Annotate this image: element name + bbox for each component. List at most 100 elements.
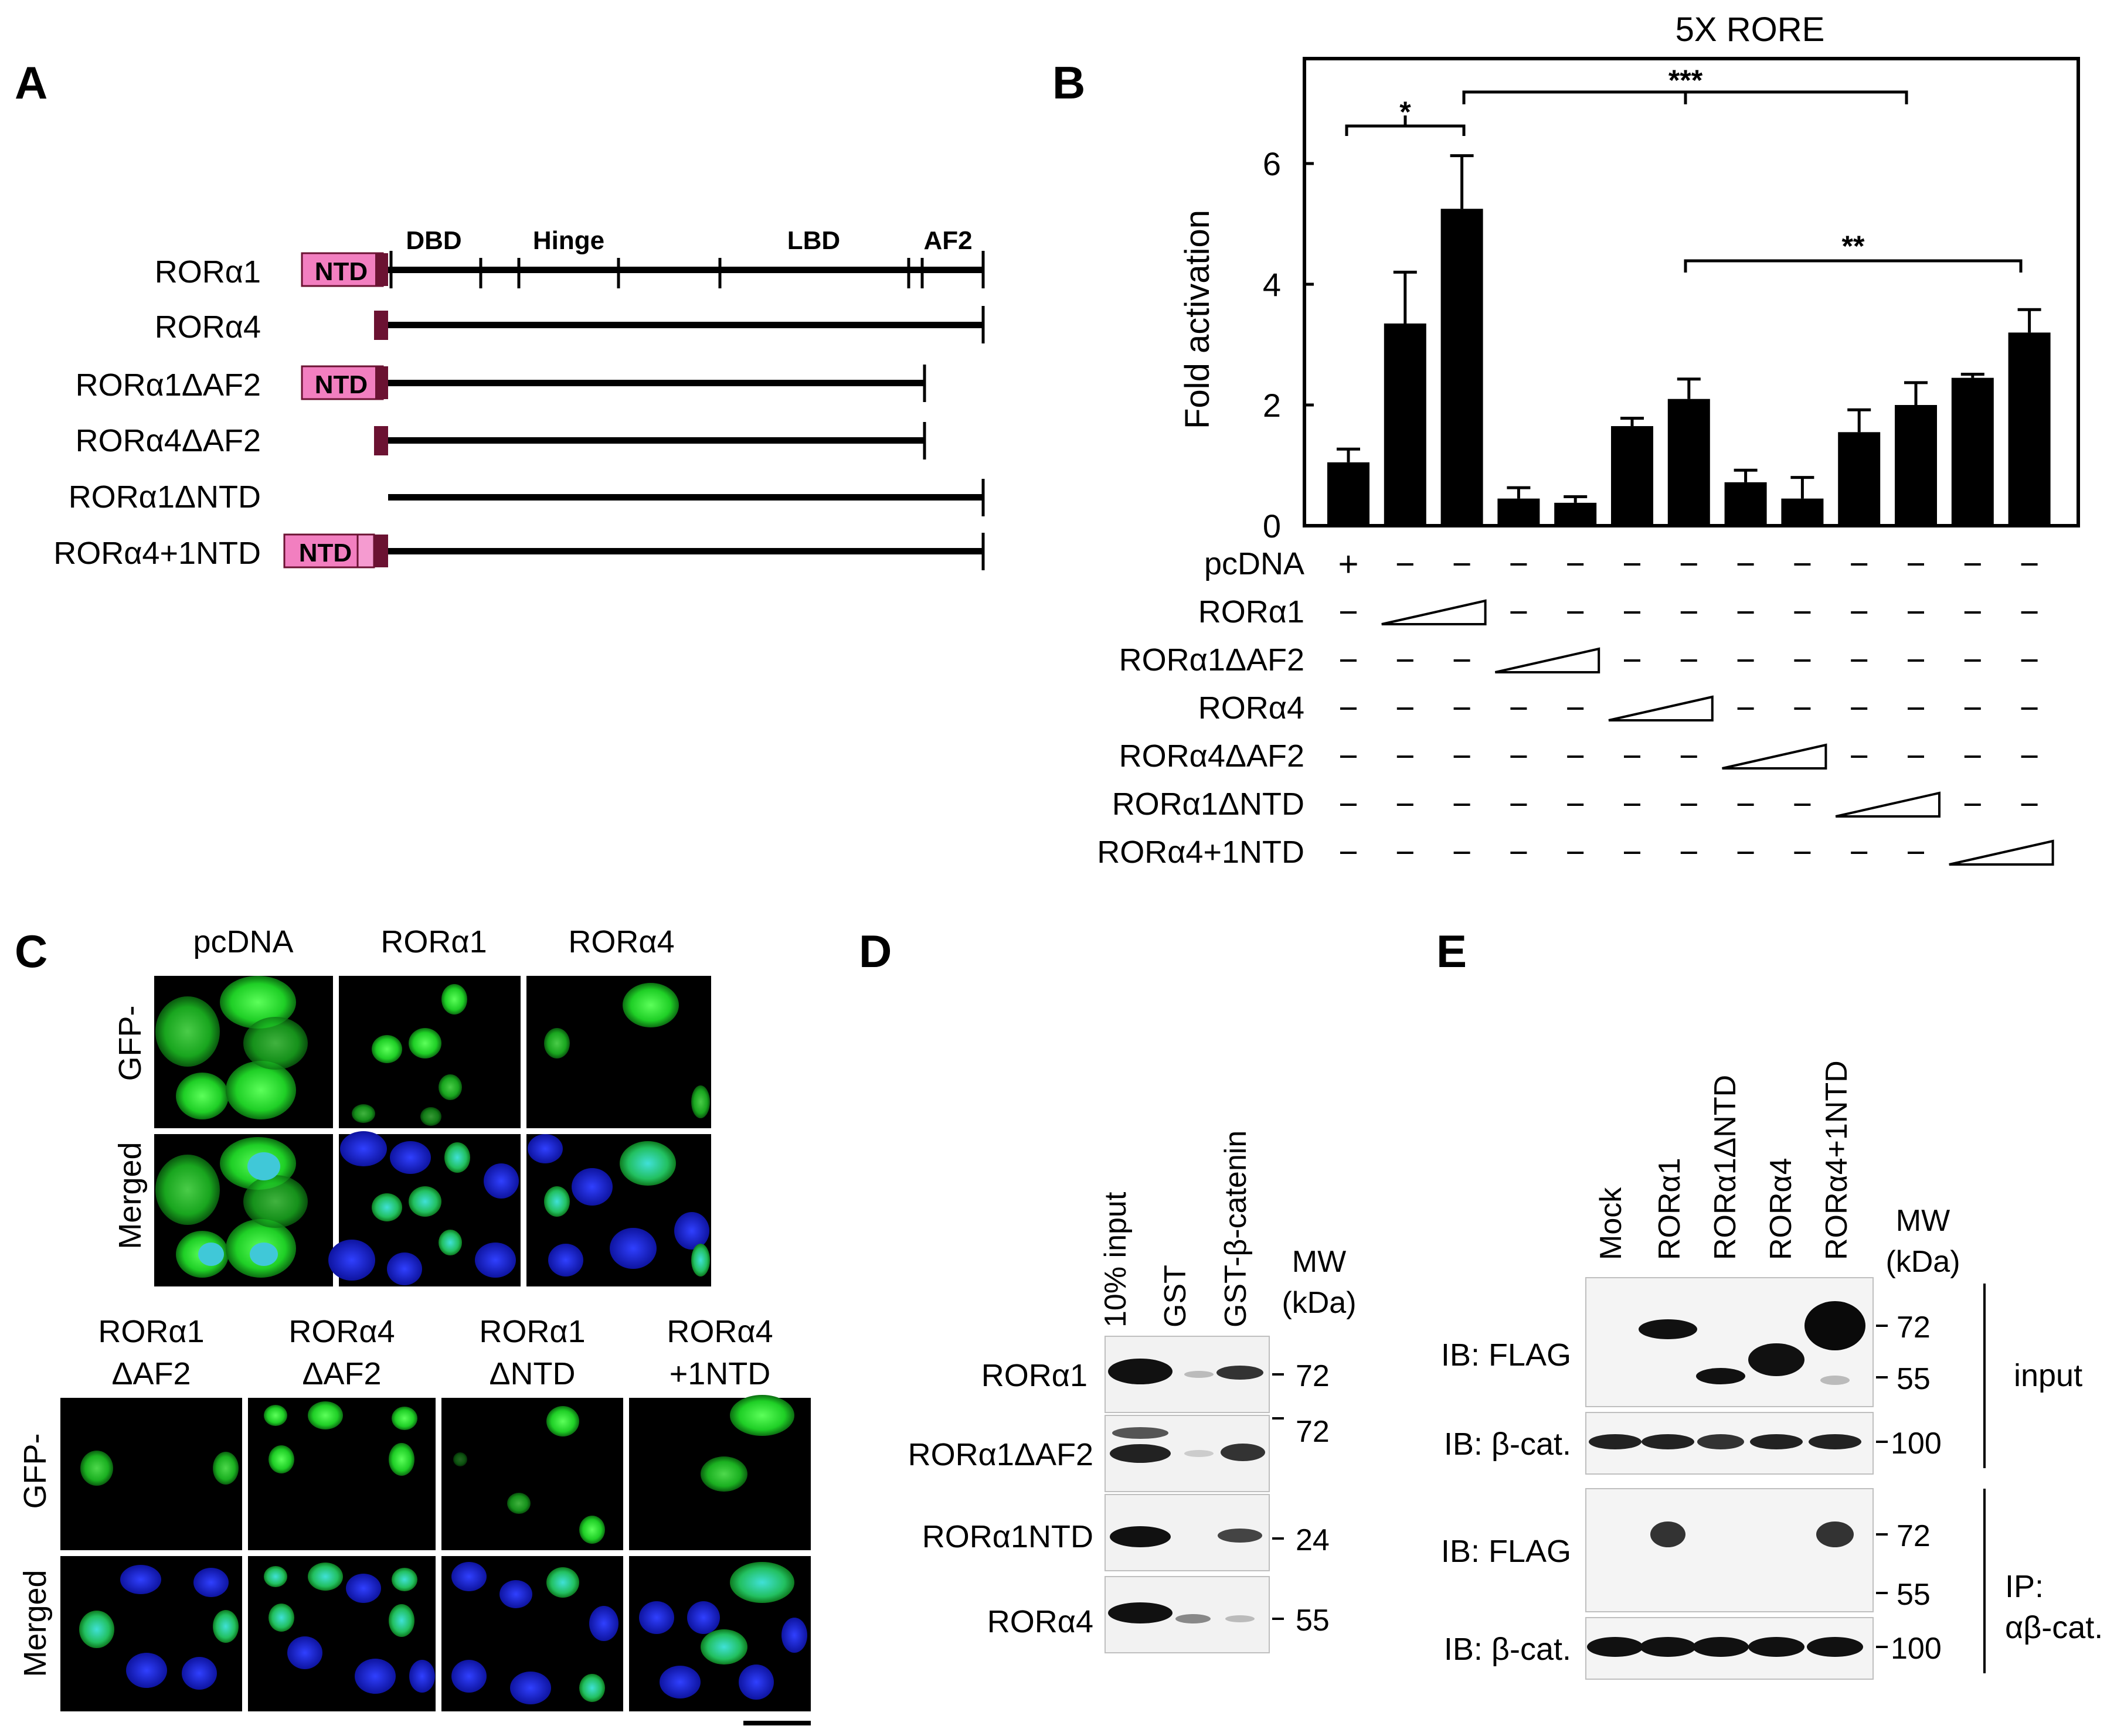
dose-wedge bbox=[1494, 647, 1600, 673]
column-header: RORα4 bbox=[288, 1314, 395, 1349]
lane-label: RORα4 bbox=[1764, 1158, 1798, 1260]
matrix-row-label: RORα4 bbox=[1198, 690, 1304, 726]
image-pcdna-gfp bbox=[154, 976, 333, 1128]
blot-row-label: RORα4 bbox=[987, 1604, 1093, 1639]
matrix-row-label: RORα1ΔNTD bbox=[1112, 787, 1304, 822]
matrix-row-label: RORα4ΔAF2 bbox=[1119, 738, 1304, 774]
image-rora4-merged bbox=[526, 1134, 711, 1286]
ntd-dark-stripe bbox=[374, 311, 388, 340]
band bbox=[1639, 1319, 1697, 1339]
column-header: RORα4 bbox=[568, 924, 674, 959]
row-label-gfp: GFP- bbox=[113, 1006, 148, 1081]
band bbox=[1184, 1371, 1214, 1378]
y-axis-label: Fold activation bbox=[1178, 210, 1216, 429]
band bbox=[1225, 1615, 1255, 1622]
significance-star: ** bbox=[1842, 230, 1865, 263]
band bbox=[1110, 1526, 1171, 1547]
bars bbox=[1327, 209, 2051, 526]
image-rora4-1ntd-gfp bbox=[629, 1395, 811, 1550]
bar bbox=[1440, 209, 1483, 526]
bar bbox=[2008, 332, 2051, 526]
co-ip-blot: Mock RORα1 RORα1ΔNTD RORα4 RORα4+1NTD MW… bbox=[1441, 1060, 2103, 1680]
mw-value: 100 bbox=[1891, 1427, 1942, 1461]
construct-line bbox=[388, 437, 925, 444]
dose-wedge bbox=[1381, 599, 1487, 625]
bar bbox=[1611, 426, 1653, 526]
image-rora1-dntd-merged bbox=[441, 1556, 623, 1711]
domain-label-hinge: Hinge bbox=[533, 226, 604, 255]
ntd-label: NTD bbox=[299, 539, 352, 567]
row-label-gfp: GFP- bbox=[18, 1434, 53, 1509]
ntd-dark-stripe bbox=[374, 535, 388, 567]
mw-header: (kDa) bbox=[1885, 1245, 1960, 1279]
y-tick-label: 2 bbox=[1263, 387, 1281, 424]
error-bars bbox=[1337, 154, 2041, 503]
bar-chart: 5X RORE Fold activation 0 2 4 6 * *** ** pc… bbox=[1097, 11, 2080, 870]
lane-label: 10% input bbox=[1099, 1192, 1133, 1327]
y-ticks: 0 2 4 6 bbox=[1263, 145, 1314, 544]
mw-value: 72 bbox=[1296, 1359, 1330, 1393]
ntd-box bbox=[301, 252, 384, 287]
side-label-input: input bbox=[2014, 1358, 2082, 1393]
band bbox=[1640, 1637, 1696, 1657]
construct-line bbox=[388, 267, 983, 273]
construct-line bbox=[388, 548, 983, 554]
side-label-ip: αβ-cat. bbox=[2005, 1610, 2103, 1645]
bar bbox=[1951, 377, 1994, 526]
lane-label: Mock bbox=[1594, 1187, 1628, 1260]
construct-label-rora4-1ntd: RORα4+1NTD bbox=[53, 536, 261, 571]
y-tick-label: 6 bbox=[1263, 145, 1281, 182]
band bbox=[1650, 1521, 1685, 1547]
blot-row-label: IB: β-cat. bbox=[1444, 1632, 1571, 1667]
mw-value: 100 bbox=[1891, 1632, 1942, 1666]
blot-row-label: RORα1 bbox=[981, 1358, 1088, 1393]
lane-label: RORα1ΔNTD bbox=[1708, 1075, 1742, 1260]
band bbox=[1216, 1366, 1263, 1380]
ntd-dark-stripe bbox=[375, 366, 388, 399]
construct-label-rora1: RORα1 bbox=[155, 254, 261, 290]
matrix-row-label: pcDNA bbox=[1204, 546, 1304, 581]
band bbox=[1218, 1529, 1262, 1543]
image-rora1-gfp bbox=[339, 976, 521, 1128]
blot-row-label: RORα1NTD bbox=[922, 1519, 1093, 1554]
lane-label: RORα1 bbox=[1653, 1158, 1687, 1260]
construct-label-rora1-dntd: RORα1ΔNTD bbox=[69, 479, 261, 515]
bar bbox=[1554, 502, 1597, 526]
mw-value: 55 bbox=[1296, 1604, 1330, 1638]
band bbox=[1589, 1434, 1642, 1449]
construct-line bbox=[388, 322, 983, 328]
column-header: RORα1 bbox=[98, 1314, 204, 1349]
band bbox=[1112, 1427, 1168, 1439]
band bbox=[1696, 1368, 1745, 1384]
mw-value: 55 bbox=[1897, 1578, 1931, 1612]
side-label-ip: IP: bbox=[2005, 1569, 2044, 1604]
chart-title: 5X RORE bbox=[1676, 11, 1825, 49]
mw-value: 72 bbox=[1897, 1519, 1931, 1553]
ntd-dark-stripe bbox=[375, 253, 388, 286]
construct-label-rora4: RORα4 bbox=[155, 309, 261, 345]
bracket-3 bbox=[1684, 259, 2023, 273]
mw-value: 72 bbox=[1897, 1310, 1931, 1344]
band bbox=[1221, 1444, 1265, 1461]
mw-value: 72 bbox=[1296, 1415, 1330, 1449]
ntd-dark-stripe bbox=[374, 426, 388, 455]
dose-wedge bbox=[1949, 839, 2054, 866]
band bbox=[1807, 1637, 1863, 1657]
band bbox=[1184, 1450, 1214, 1457]
row-label-merged: Merged bbox=[113, 1142, 148, 1249]
blot-row-label: IB: β-cat. bbox=[1444, 1427, 1571, 1462]
treatment-matrix: pcDNA RORα1 RORα1ΔAF2 RORα4 RORα4ΔAF2 RO… bbox=[1097, 544, 2054, 870]
ntd-box bbox=[283, 533, 366, 569]
band bbox=[1108, 1602, 1173, 1623]
band bbox=[1697, 1434, 1744, 1449]
image-rora4-daf2-gfp bbox=[248, 1398, 436, 1550]
bar bbox=[1781, 498, 1824, 526]
ntd-label: NTD bbox=[315, 257, 368, 286]
band bbox=[1748, 1637, 1804, 1657]
significance-star: *** bbox=[1668, 64, 1703, 97]
construct-line bbox=[388, 494, 983, 501]
band bbox=[1110, 1444, 1171, 1463]
dose-wedge bbox=[1608, 695, 1714, 721]
construct-label-rora4-daf2: RORα4ΔAF2 bbox=[76, 423, 261, 458]
panel-label-c: C bbox=[15, 925, 47, 977]
